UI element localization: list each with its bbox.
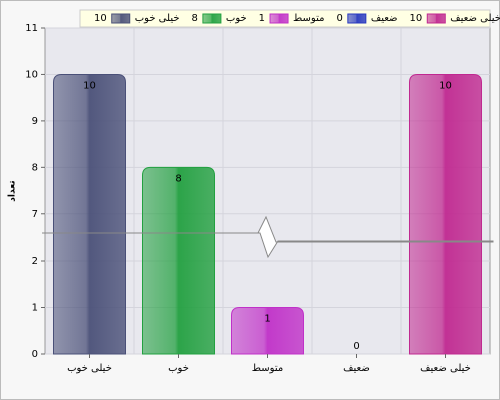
axis-break xyxy=(42,215,494,259)
y-tick-label: 2 xyxy=(32,256,38,267)
legend-value: 8 xyxy=(192,13,198,24)
legend-swatch xyxy=(426,13,446,24)
bar xyxy=(231,307,304,355)
y-tick-label: 9 xyxy=(32,116,38,127)
y-tick-label: 0 xyxy=(32,349,38,360)
x-tick-label: خیلی خوب xyxy=(67,363,112,374)
bar xyxy=(142,166,215,355)
y-axis-label: تعداد xyxy=(8,180,18,201)
x-tick-label: خیلی ضعیف xyxy=(420,363,471,374)
x-tick-label: متوسط xyxy=(252,363,283,374)
legend-label: خیلی خوب xyxy=(135,13,180,24)
x-tick-label: ضعیف xyxy=(343,363,370,374)
legend-swatch xyxy=(347,13,367,24)
legend-swatch xyxy=(269,13,289,24)
y-tick-label: 1 xyxy=(32,303,38,314)
value-label: 8 xyxy=(175,173,181,184)
value-label: 10 xyxy=(439,80,452,91)
y-tick-label: 8 xyxy=(32,162,38,173)
y-tick-label: 10 xyxy=(25,69,38,80)
x-tick-label: خوب xyxy=(168,363,189,374)
legend-label: خیلی ضعیف xyxy=(450,13,500,24)
bar xyxy=(409,73,482,355)
legend-swatch xyxy=(111,13,131,24)
legend-value: 1 xyxy=(259,13,265,24)
legend-value: 0 xyxy=(336,13,342,24)
value-label: 1 xyxy=(264,314,270,325)
y-tick-label: 11 xyxy=(25,23,38,34)
legend-label: ضعیف xyxy=(371,13,398,24)
bar xyxy=(53,73,126,355)
value-label: 10 xyxy=(83,80,96,91)
legend-swatch xyxy=(202,13,222,24)
value-label: 0 xyxy=(353,341,359,352)
legend-value: 10 xyxy=(410,13,423,24)
legend-label: متوسط xyxy=(293,13,324,24)
legend-label: خوب xyxy=(226,13,247,24)
legend-value: 10 xyxy=(94,13,107,24)
y-tick-label: 7 xyxy=(32,209,38,220)
